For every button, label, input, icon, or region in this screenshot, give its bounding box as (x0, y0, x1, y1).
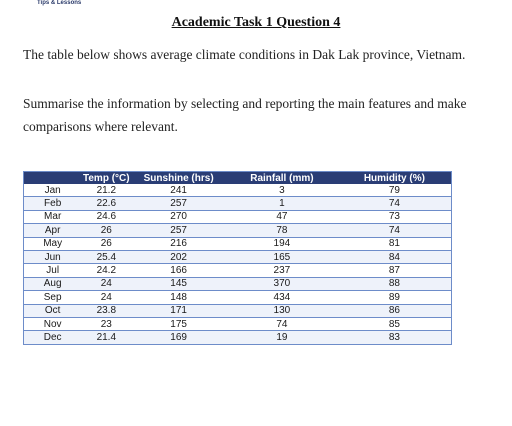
column-header: Sunshine (hrs) (131, 171, 227, 184)
table-cell: 24.2 (81, 263, 132, 278)
table-row: Oct 23.8 171 130 86 (23, 304, 452, 318)
table-cell: 145 (131, 277, 227, 292)
table-cell: 85 (337, 317, 452, 332)
table-row: Dec 21.4 169 19 83 (23, 330, 452, 345)
table-cell: 26 (81, 237, 132, 251)
table-row: Jan 21.2 241 3 79 (23, 184, 452, 198)
table-cell: 47 (226, 210, 338, 225)
table-row: Mar 24.6 270 47 73 (23, 210, 452, 225)
table-row-month: Oct (23, 304, 82, 318)
table-cell: 73 (337, 210, 452, 225)
table-row: Aug 24 145 370 88 (23, 277, 452, 292)
table-cell: 171 (131, 304, 227, 318)
table-row-month: Dec (23, 330, 82, 345)
table-cell: 270 (131, 210, 227, 225)
table-row-month: Jun (23, 250, 82, 265)
table-cell: 86 (337, 304, 452, 318)
table-row-month: Jan (23, 184, 82, 198)
table-row-month: Sep (23, 290, 82, 305)
table-cell: 74 (226, 317, 338, 332)
table-row: May 26 216 194 81 (23, 237, 452, 251)
table-cell: 25.4 (81, 250, 132, 265)
table-row: Jun 25.4 202 165 84 (23, 250, 452, 265)
table-cell: 24 (81, 277, 132, 292)
table-cell: 87 (337, 263, 452, 278)
table-cell: 19 (226, 330, 338, 345)
table-cell: 169 (131, 330, 227, 345)
table-row-month: Apr (23, 223, 82, 238)
task-description: The table below shows average climate co… (23, 47, 466, 62)
table-cell: 26 (81, 223, 132, 238)
table-cell: 148 (131, 290, 227, 305)
table-body: Jan 21.2 241 3 79 Feb 22.6 257 1 74 Mar 24.6 270 47 73… (23, 184, 452, 345)
table-cell: 74 (337, 196, 452, 211)
table-header-row: Temp (°C) Sunshine (hrs) Rainfall (mm) H… (23, 171, 452, 184)
table-cell: 166 (131, 263, 227, 278)
table-cell: 257 (131, 196, 227, 211)
table-cell: 216 (131, 237, 227, 251)
table-row: Apr 26 257 78 74 (23, 223, 452, 238)
table-cell: 24.6 (81, 210, 132, 225)
table-cell: 175 (131, 317, 227, 332)
table-cell: 88 (337, 277, 452, 292)
table-cell: 1 (226, 196, 338, 211)
page-title: Academic Task 1 Question 4 (171, 15, 341, 30)
table-cell: 434 (226, 290, 338, 305)
table-cell: 241 (131, 184, 227, 198)
table-cell: 370 (226, 277, 338, 292)
site-tag: Tips & Lessons (37, 0, 82, 6)
table-cell: 194 (226, 237, 338, 251)
table-row-month: May (23, 237, 82, 251)
table-row: Nov 23 175 74 85 (23, 317, 452, 332)
table-row-month: Aug (23, 277, 82, 292)
table-cell: 21.4 (81, 330, 132, 345)
column-header: Rainfall (mm) (226, 171, 338, 184)
table-row: Feb 22.6 257 1 74 (23, 196, 452, 211)
table-cell: 89 (337, 290, 452, 305)
table-cell: 21.2 (81, 184, 132, 198)
table-cell: 130 (226, 304, 338, 318)
column-header (23, 171, 82, 184)
column-header: Temp (°C) (81, 171, 132, 184)
table-cell: 3 (226, 184, 338, 198)
table-cell: 74 (337, 223, 452, 238)
table-cell: 22.6 (81, 196, 132, 211)
climate-table: Temp (°C) Sunshine (hrs) Rainfall (mm) H… (23, 171, 452, 345)
table-cell: 79 (337, 184, 452, 198)
table-row-month: Jul (23, 263, 82, 278)
table-cell: 23.8 (81, 304, 132, 318)
table-cell: 24 (81, 290, 132, 305)
table-row-month: Mar (23, 210, 82, 225)
table-cell: 165 (226, 250, 338, 265)
column-header: Humidity (%) (337, 171, 452, 184)
table-cell: 81 (337, 237, 452, 251)
table-cell: 84 (337, 250, 452, 265)
task-instruction: Summarise the information by selecting a… (23, 96, 467, 134)
table-cell: 202 (131, 250, 227, 265)
table-row-month: Feb (23, 196, 82, 211)
table-row: Jul 24.2 166 237 87 (23, 263, 452, 278)
table-cell: 237 (226, 263, 338, 278)
table-cell: 83 (337, 330, 452, 345)
table-cell: 78 (226, 223, 338, 238)
table-row-month: Nov (23, 317, 82, 332)
table-cell: 257 (131, 223, 227, 238)
table-cell: 23 (81, 317, 132, 332)
table-row: Sep 24 148 434 89 (23, 290, 452, 305)
